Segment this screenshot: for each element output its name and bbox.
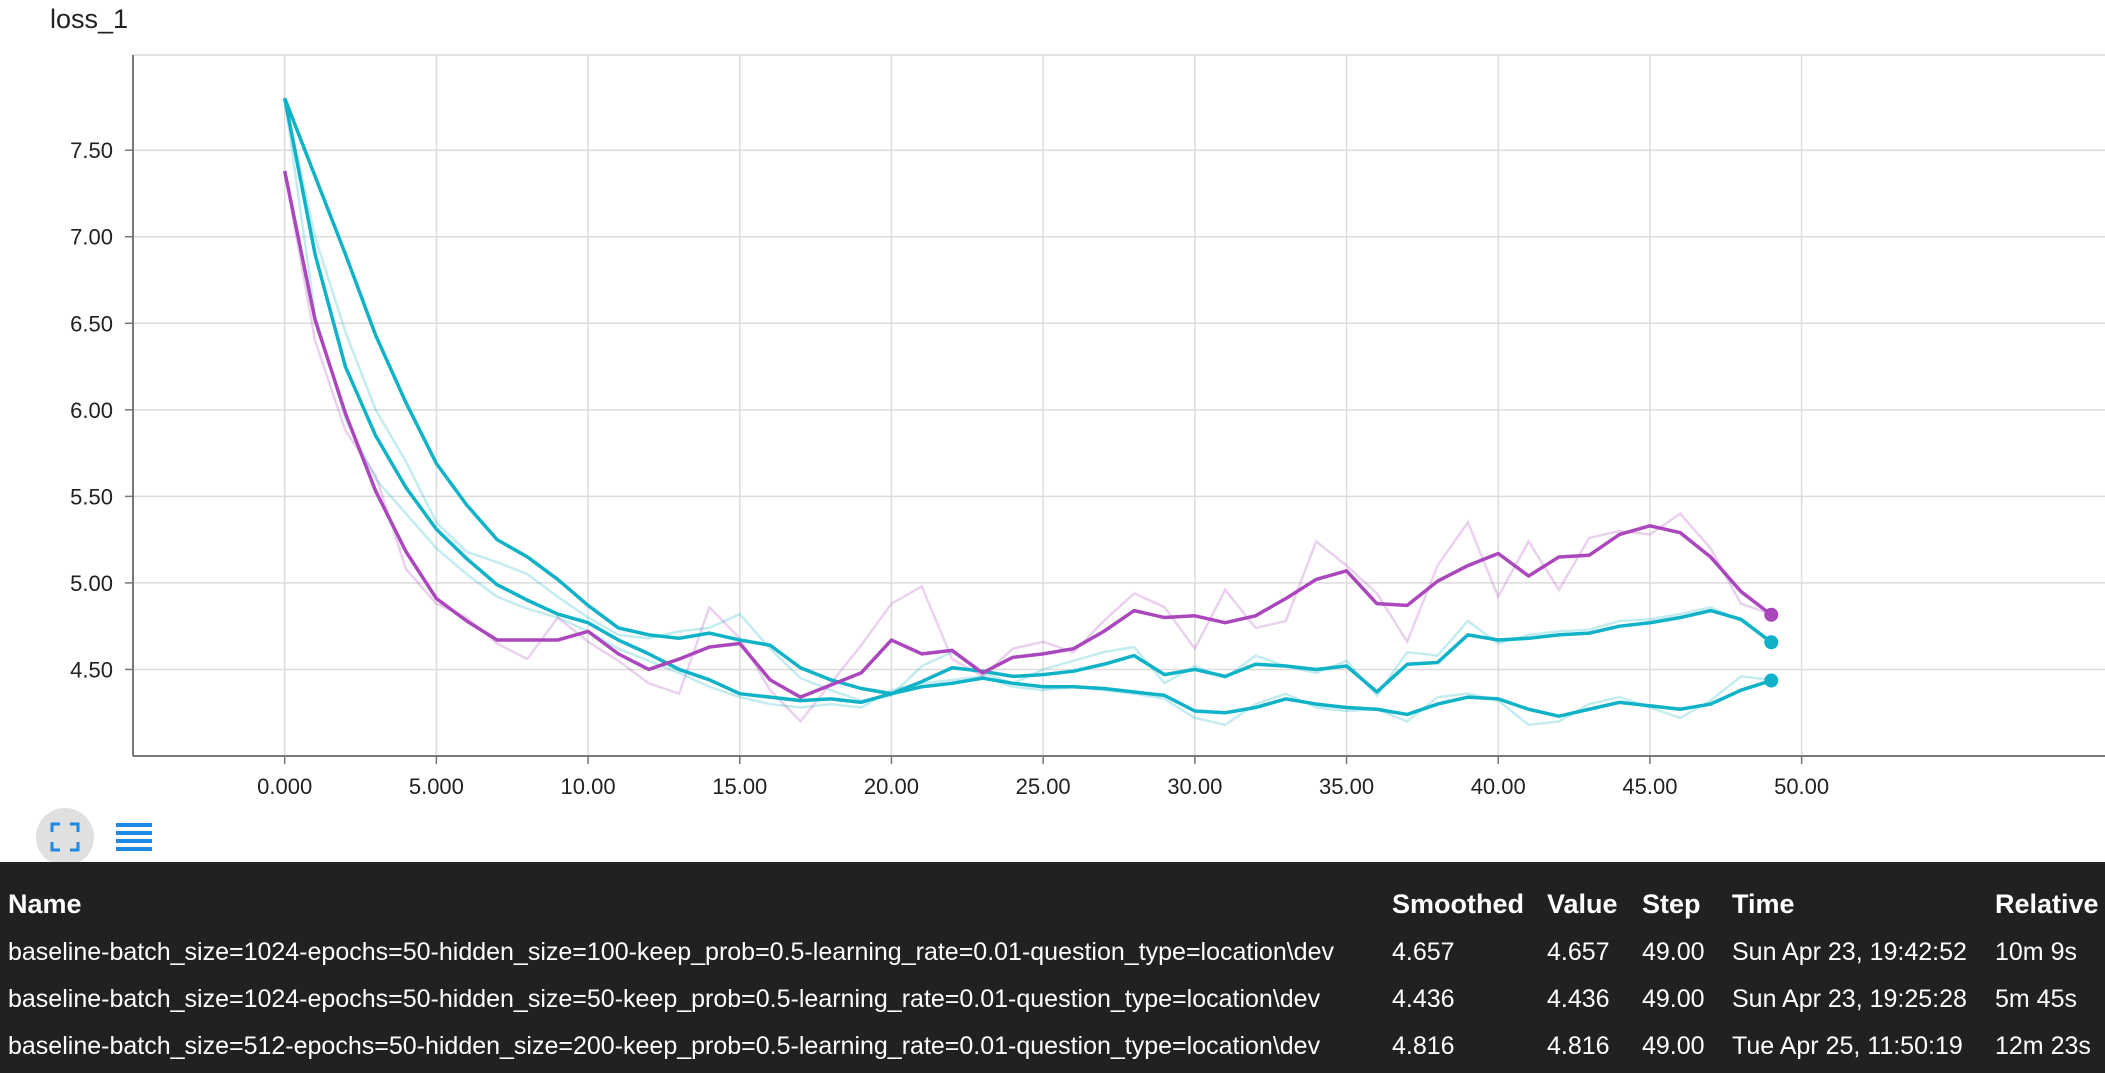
y-tick-label: 7.00: [70, 225, 113, 250]
run-relative: 10m 9s: [1995, 938, 2077, 966]
run-smoothed: 4.657: [1392, 938, 1455, 966]
raw-lines: [283, 98, 1772, 727]
x-tick-label: 15.00: [712, 774, 767, 799]
grid: [133, 54, 2105, 756]
table-row: baseline-batch_size=1024-epochs=50-hidde…: [0, 977, 2105, 1021]
x-tick-label: 50.00: [1774, 774, 1829, 799]
table-row: baseline-batch_size=512-epochs=50-hidden…: [0, 1024, 2105, 1068]
y-tick-label: 6.00: [70, 398, 113, 423]
list-icon: [116, 823, 152, 851]
series-line-1: [282, 97, 1772, 718]
x-tick-label: 10.00: [561, 774, 616, 799]
run-relative: 12m 23s: [1995, 1032, 2091, 1060]
header-step: Step: [1642, 889, 1701, 919]
run-name: baseline-batch_size=512-epochs=50-hidden…: [8, 1032, 1321, 1060]
smoothed-lines: [282, 97, 1773, 718]
run-value: 4.436: [1547, 985, 1610, 1013]
run-step: 49.00: [1642, 938, 1705, 966]
header-name: Name: [8, 889, 82, 919]
x-tick-label: 40.00: [1471, 774, 1526, 799]
run-time: Sun Apr 23, 19:25:28: [1732, 985, 1967, 1013]
header-relative: Relative: [1995, 889, 2099, 919]
run-smoothed: 4.816: [1392, 1032, 1455, 1060]
chart-title: loss_1: [50, 4, 129, 34]
fullscreen-icon: [50, 822, 80, 852]
raw-series-line-0: [283, 98, 1772, 702]
x-tick-label: 45.00: [1622, 774, 1677, 799]
header-smoothed: Smoothed: [1392, 889, 1524, 919]
run-name: baseline-batch_size=1024-epochs=50-hidde…: [8, 938, 1334, 966]
series-end-dot-2: [1764, 607, 1779, 622]
header-time: Time: [1732, 889, 1795, 919]
run-step: 49.00: [1642, 1032, 1705, 1060]
run-time: Sun Apr 23, 19:42:52: [1732, 938, 1967, 966]
x-tick-label: 20.00: [864, 774, 919, 799]
raw-series-line-2: [283, 170, 1772, 724]
run-step: 49.00: [1642, 985, 1705, 1013]
x-tick-label: 30.00: [1167, 774, 1222, 799]
series-end-dot-1: [1764, 673, 1779, 688]
run-value: 4.816: [1547, 1032, 1610, 1060]
series-line-2: [282, 170, 1773, 699]
axes: 4.50 5.00 5.50 6.00 6.50 7.00 7.50 0.000 5.000 10…: [70, 55, 2105, 799]
table-header: Name Smoothed Value Step Time Relative: [0, 882, 2105, 926]
fullscreen-button[interactable]: [36, 808, 94, 866]
run-relative: 5m 45s: [1995, 985, 2077, 1013]
y-tick-label: 7.50: [70, 138, 113, 163]
series-line-0: [283, 97, 1773, 696]
chart-toolbar: [36, 808, 236, 868]
y-tick-label: 6.50: [70, 311, 113, 336]
legend-toggle-button[interactable]: [114, 818, 154, 858]
run-data-table: Name Smoothed Value Step Time Relative b…: [0, 862, 2105, 1073]
run-smoothed: 4.436: [1392, 985, 1455, 1013]
run-time: Tue Apr 25, 11:50:19: [1732, 1032, 1963, 1060]
y-tick-label: 5.00: [70, 571, 113, 596]
series-end-dot-0: [1764, 635, 1779, 650]
x-tick-label: 0.000: [257, 774, 312, 799]
table-row: baseline-batch_size=1024-epochs=50-hidde…: [0, 930, 2105, 974]
header-value: Value: [1547, 889, 1618, 919]
run-name: baseline-batch_size=1024-epochs=50-hidde…: [8, 985, 1321, 1013]
y-tick-label: 5.50: [70, 484, 113, 509]
x-tick-label: 5.000: [409, 774, 464, 799]
x-tick-label: 35.00: [1319, 774, 1374, 799]
run-value: 4.657: [1547, 938, 1610, 966]
end-markers: [1764, 607, 1779, 688]
loss-chart[interactable]: 4.50 5.00 5.50 6.00 6.50 7.00 7.50 0.000 5.000 10…: [0, 0, 2105, 800]
x-tick-label: 25.00: [1016, 774, 1071, 799]
raw-series-line-1: [283, 98, 1772, 727]
y-tick-label: 4.50: [70, 657, 113, 682]
